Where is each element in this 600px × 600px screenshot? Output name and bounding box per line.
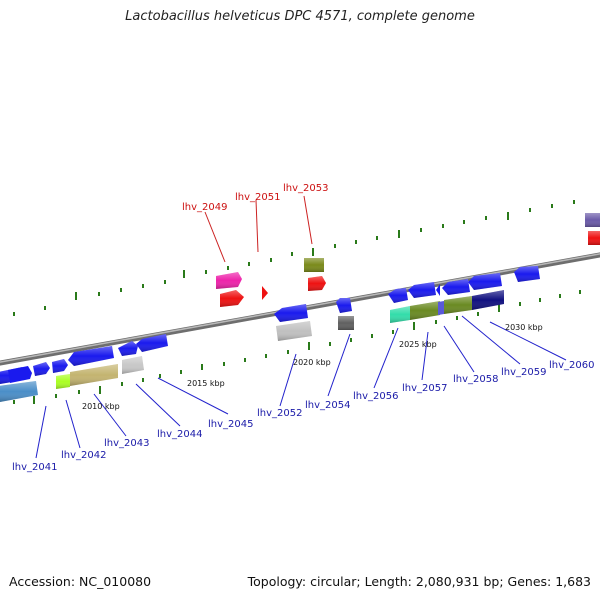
gene-lhv-2044[interactable] [122, 356, 144, 374]
gene-edge[interactable] [585, 213, 600, 227]
gene-arrow[interactable] [136, 334, 168, 352]
tick-row-outer [13, 200, 575, 316]
gene-lhv-2051[interactable] [262, 286, 268, 300]
scale-label: 2020 kbp [293, 358, 331, 367]
gene-arrow[interactable] [8, 366, 32, 383]
gene-label[interactable]: lhv_2060 [549, 360, 594, 371]
tick-row-inner [13, 290, 581, 404]
gene-arrow[interactable] [336, 298, 352, 313]
gene-labels: lhv_2041 lhv_2042 lhv_2043 lhv_2044 lhv_… [12, 183, 594, 473]
genes-forward-strand [0, 213, 600, 384]
gene-label[interactable]: lhv_2052 [257, 408, 302, 419]
gene-arrow[interactable] [442, 279, 470, 295]
gene-arrow[interactable] [436, 284, 440, 296]
gene-arrow[interactable] [52, 359, 68, 373]
gene-lhv-2057[interactable] [410, 301, 440, 320]
gene-lhv-2058[interactable] [444, 296, 472, 314]
gene-label[interactable]: lhv_2045 [208, 419, 253, 430]
gene-label[interactable]: lhv_2054 [305, 400, 350, 411]
gene-label[interactable]: lhv_2049 [182, 202, 227, 213]
leader-lines [35, 195, 567, 459]
gene-lhv-2042[interactable] [56, 374, 70, 389]
gene-label[interactable]: lhv_2044 [157, 429, 202, 440]
gene-arrow[interactable] [468, 273, 502, 290]
gene-label[interactable]: lhv_2056 [353, 391, 398, 402]
gene-edge-red[interactable] [588, 231, 600, 245]
gene-lhv-2059[interactable] [472, 290, 504, 310]
gene-red[interactable] [220, 290, 244, 307]
scale-label: 2030 kbp [505, 323, 543, 332]
gene-small[interactable] [438, 301, 444, 315]
gene-lhv-2054[interactable] [338, 316, 354, 330]
gene-arrow[interactable] [33, 362, 50, 376]
gene-label[interactable]: lhv_2059 [501, 367, 546, 378]
gene-label[interactable]: lhv_2041 [12, 462, 57, 473]
gene-lhv-2052[interactable] [276, 321, 312, 341]
gene-lhv-2053[interactable] [304, 258, 324, 272]
gene-lhv-2041[interactable] [0, 381, 38, 402]
gene-label[interactable]: lhv_2057 [402, 383, 447, 394]
gene-arrow[interactable] [118, 341, 138, 356]
gene-label[interactable]: lhv_2042 [61, 450, 106, 461]
gene-label[interactable]: lhv_2053 [283, 183, 328, 194]
gene-arrow[interactable] [408, 282, 436, 298]
gene-arrow[interactable] [514, 266, 540, 282]
accession-text: Accession: NC_010080 [9, 574, 152, 589]
map-title: Lactobacillus helveticus DPC 4571, compl… [125, 9, 475, 24]
gene-arrow[interactable] [388, 288, 408, 303]
scale-labels: 2010 kbp 2015 kbp 2020 kbp 2025 kbp 2030… [82, 323, 543, 411]
gene-label[interactable]: lhv_2051 [235, 192, 280, 203]
genome-summary-text: Topology: circular; Length: 2,080,931 bp… [247, 574, 591, 589]
gene-red[interactable] [308, 276, 326, 291]
gene-arrow[interactable] [68, 346, 114, 366]
gene-label[interactable]: lhv_2058 [453, 374, 498, 385]
scale-label: 2010 kbp [82, 402, 120, 411]
scale-label: 2025 kbp [399, 340, 437, 349]
gene-lhv-2043[interactable] [70, 364, 118, 386]
gene-arrow[interactable] [274, 304, 308, 322]
scale-label: 2015 kbp [187, 379, 225, 388]
gene-lhv-2056[interactable] [390, 306, 410, 323]
gene-label[interactable]: lhv_2043 [104, 438, 149, 449]
gene-lhv-2049[interactable] [216, 272, 242, 289]
genes-reverse-strand [0, 290, 504, 402]
